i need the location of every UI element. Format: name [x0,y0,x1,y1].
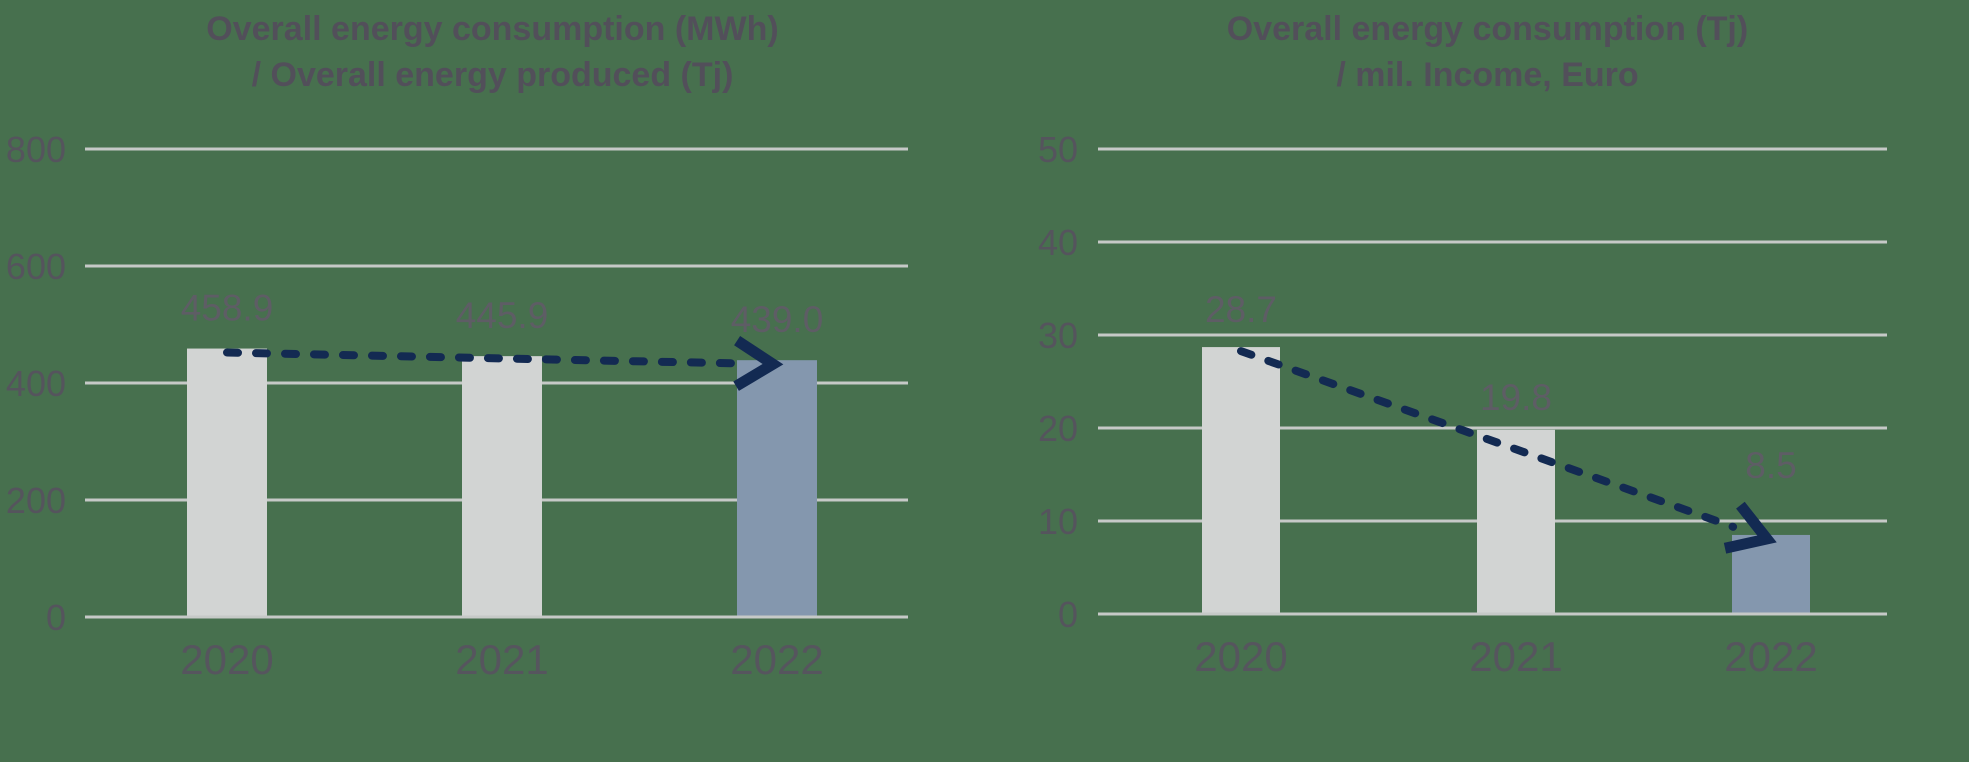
y-tick-label-600: 600 [6,246,66,287]
chart2-title-line1: Overall energy consumption (Tj) [1226,10,1749,48]
y-tick-label-0: 0 [46,597,66,638]
y-tick-label-800: 800 [6,129,66,170]
x-axis-label-2022: 2022 [1724,633,1817,680]
y-tick-label-10: 10 [1038,501,1078,542]
trend-arrowhead [1723,501,1777,554]
bar-2022 [737,360,817,617]
chart-2: 50 40 30 20 10 0 28.7 19.8 8.5 2020 2021 2022 [1038,129,1887,680]
y-tick-label-0: 0 [1058,594,1078,635]
y-tick-label-50: 50 [1038,129,1078,170]
x-axis-label-2021: 2021 [1469,633,1562,680]
bar-2020 [187,348,267,617]
chart-1: 800 600 400 200 0 458.9 445.9 439.0 2020 2021 2022 [6,129,908,683]
chart2-title: Overall energy consumption (Tj) / mil. I… [1000,6,1969,98]
data-label-2020: 28.7 [1205,289,1277,330]
x-axis-label-2022: 2022 [730,636,823,683]
trend-arrow-dashed-line [1237,347,1738,531]
trend-arrow-dashed-line [223,348,742,368]
bar-2021 [462,356,542,617]
y-tick-label-400: 400 [6,363,66,404]
chart1-title: Overall energy consumption (MWh) / Overa… [0,6,985,98]
trend-arrowhead [733,336,784,391]
chart2-title-line2: / mil. Income, Euro [1336,56,1639,94]
y-tick-label-30: 30 [1038,315,1078,356]
data-label-2021: 445.9 [456,295,549,336]
data-label-2022: 8.5 [1745,445,1796,486]
y-tick-label-40: 40 [1038,222,1078,263]
chart1-title-line1: Overall energy consumption (MWh) [206,10,779,48]
bar-2020 [1202,347,1280,614]
y-tick-label-200: 200 [6,480,66,521]
data-label-2020: 458.9 [181,288,274,329]
x-axis-label-2020: 2020 [1194,633,1287,680]
data-label-2021: 19.8 [1480,377,1552,418]
y-tick-label-20: 20 [1038,408,1078,449]
x-axis-label-2021: 2021 [455,636,548,683]
chart1-title-line2: / Overall energy produced (Tj) [251,56,734,94]
x-axis-label-2020: 2020 [180,636,273,683]
data-label-2022: 439.0 [731,299,824,340]
